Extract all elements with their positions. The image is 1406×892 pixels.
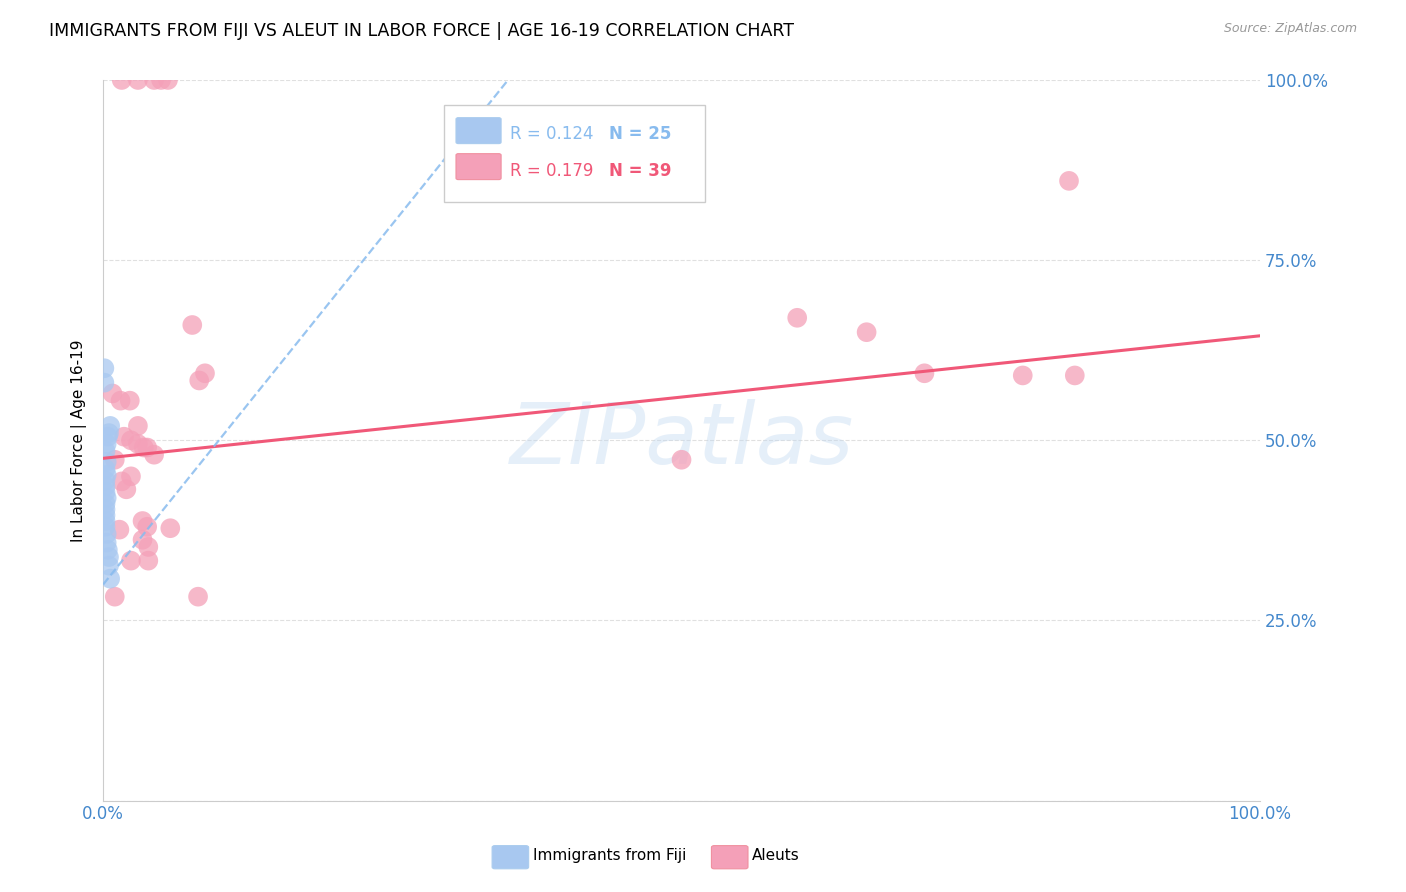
Point (94, 444, 117, 458)
Point (855, 325, 877, 339)
Point (912, 366, 935, 380)
Point (132, 441, 155, 455)
Point (98, 426, 121, 441)
Point (131, 514, 153, 528)
Point (1011, 368, 1033, 383)
Point (181, 318, 204, 332)
Point (110, 393, 132, 408)
Point (94, 502, 117, 516)
Point (143, 73, 166, 87)
Point (115, 483, 138, 497)
Point (1057, 174, 1080, 188)
Point (96, 527, 118, 541)
Point (93, 376, 115, 390)
Point (111, 475, 134, 489)
Text: IMMIGRANTS FROM FIJI VS ALEUT IN LABOR FORCE | AGE 16-19 CORRELATION CHART: IMMIGRANTS FROM FIJI VS ALEUT IN LABOR F… (49, 22, 794, 40)
Text: R = 0.124: R = 0.124 (510, 126, 610, 144)
Point (108, 523, 131, 537)
Text: Immigrants from Fiji: Immigrants from Fiji (533, 847, 686, 863)
FancyBboxPatch shape (456, 118, 501, 144)
Point (120, 434, 142, 448)
Point (159, 521, 181, 535)
Point (136, 520, 159, 534)
Point (98, 418, 121, 433)
FancyBboxPatch shape (456, 153, 501, 179)
Point (97, 542, 120, 557)
Point (94, 497, 117, 511)
Point (120, 554, 142, 568)
Point (97, 430, 120, 444)
Point (127, 418, 149, 433)
Point (94, 520, 117, 534)
Point (98, 572, 121, 586)
Point (101, 386, 124, 401)
Point (98, 558, 121, 573)
Point (94, 508, 117, 523)
Point (96, 437, 118, 451)
Text: N = 25: N = 25 (609, 126, 671, 144)
Text: ZIPatlas: ZIPatlas (509, 399, 853, 482)
Point (112, 430, 135, 444)
Point (131, 533, 153, 547)
Point (671, 452, 693, 467)
Point (94, 474, 117, 488)
Point (136, 441, 159, 455)
Point (111, 73, 134, 87)
Point (94, 462, 117, 476)
Point (96, 491, 118, 505)
Point (120, 469, 142, 483)
Point (104, 452, 127, 467)
Point (136, 540, 159, 554)
Point (93, 361, 115, 376)
Y-axis label: In Labor Force | Age 16-19: In Labor Force | Age 16-19 (72, 339, 87, 541)
Point (96, 467, 118, 482)
Point (96, 455, 118, 469)
Point (98, 549, 121, 564)
Point (786, 310, 808, 325)
Point (96, 535, 118, 549)
Text: N = 39: N = 39 (609, 162, 671, 180)
Point (1063, 368, 1085, 383)
Point (127, 73, 149, 87)
Point (127, 437, 149, 451)
FancyBboxPatch shape (444, 105, 704, 202)
Text: Source: ZipAtlas.com: Source: ZipAtlas.com (1223, 22, 1357, 36)
Point (187, 590, 209, 604)
Point (94, 485, 117, 500)
Text: Aleuts: Aleuts (752, 847, 800, 863)
Text: R = 0.179: R = 0.179 (510, 162, 609, 180)
Point (188, 374, 211, 388)
Point (150, 73, 173, 87)
Point (136, 554, 159, 568)
Point (118, 393, 141, 408)
Point (194, 366, 217, 380)
Point (94, 479, 117, 493)
Point (156, 73, 179, 87)
Point (104, 590, 127, 604)
Point (143, 448, 166, 462)
Point (94, 514, 117, 528)
